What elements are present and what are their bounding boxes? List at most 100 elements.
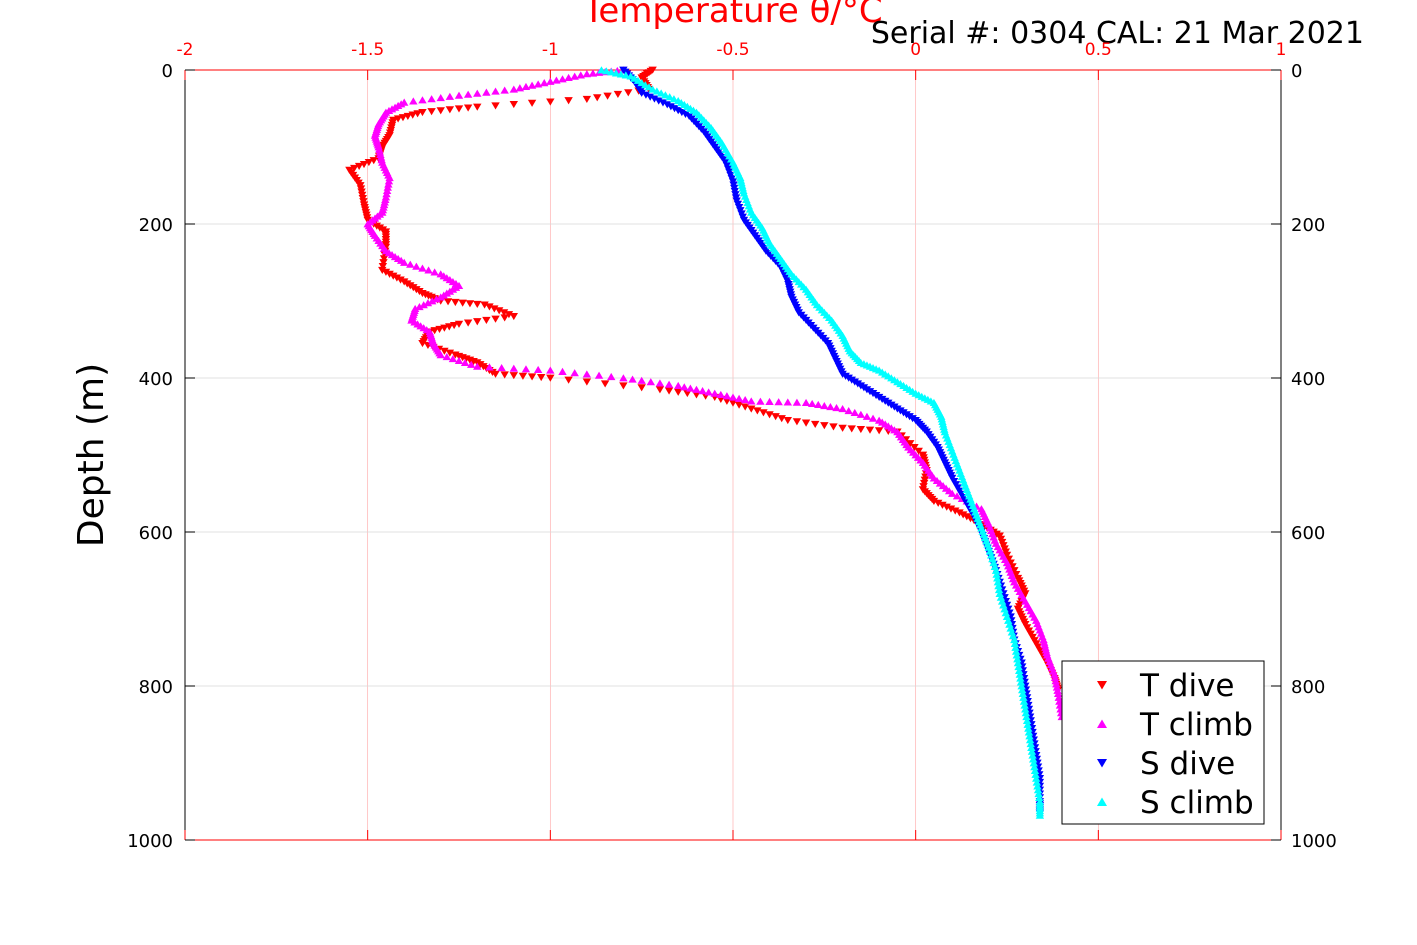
point-t-climb — [692, 385, 701, 393]
y-tick-label-left: 600 — [139, 523, 173, 544]
point-t-dive — [379, 255, 389, 263]
chart-title: Serial #: 0304 CAL: 21 Mar 2021 — [871, 16, 1364, 51]
point-t-climb — [680, 383, 689, 391]
point-t-climb — [552, 76, 561, 84]
y-tick-label-left: 1000 — [127, 831, 173, 852]
point-t-dive — [546, 374, 555, 382]
point-s-climb — [1012, 651, 1021, 659]
point-t-climb — [832, 403, 841, 412]
point-t-climb — [582, 370, 592, 378]
point-t-climb — [558, 75, 567, 83]
point-s-climb — [621, 71, 631, 79]
point-t-climb — [436, 351, 445, 359]
point-t-climb — [1050, 673, 1060, 682]
x-tick-label: 0.5 — [1085, 40, 1112, 60]
point-t-dive — [771, 413, 780, 421]
point-t-dive — [454, 105, 464, 113]
point-s-climb — [993, 578, 1003, 586]
point-t-dive — [509, 313, 518, 321]
point-t-dive — [938, 501, 947, 509]
point-s-climb — [1023, 720, 1032, 728]
point-t-climb — [418, 96, 427, 104]
point-t-dive — [664, 387, 674, 395]
point-t-dive — [564, 97, 573, 105]
point-s-climb — [1026, 739, 1035, 748]
point-t-climb — [728, 393, 738, 401]
point-t-dive — [504, 311, 514, 319]
point-t-dive — [683, 390, 692, 398]
point-t-climb — [576, 71, 585, 79]
point-s-climb — [607, 68, 616, 76]
point-t-climb — [783, 398, 792, 406]
point-t-dive — [811, 420, 820, 428]
point-t-climb — [1052, 683, 1062, 691]
point-s-climb — [1030, 763, 1039, 771]
point-t-climb — [463, 90, 473, 98]
point-t-dive — [500, 371, 509, 379]
point-t-dive — [722, 397, 732, 405]
x-axis-title: Temperature θ/°C — [582, 0, 882, 31]
point-t-climb — [521, 365, 531, 373]
point-t-climb — [722, 392, 732, 400]
point-t-climb — [436, 93, 445, 102]
data-points — [345, 66, 1066, 819]
point-t-dive — [962, 513, 972, 521]
point-t-climb — [400, 258, 409, 266]
point-t-climb — [646, 378, 655, 386]
point-t-dive — [378, 266, 387, 274]
point-t-climb — [406, 260, 415, 268]
point-s-climb — [602, 67, 611, 75]
point-t-climb — [1050, 670, 1059, 678]
point-t-dive — [396, 276, 405, 284]
point-s-climb — [656, 89, 666, 97]
point-t-climb — [588, 69, 598, 77]
point-s-dive — [674, 107, 683, 115]
point-t-climb — [698, 387, 707, 395]
point-s-climb — [1035, 793, 1044, 802]
point-t-dive — [1006, 559, 1015, 567]
point-t-climb — [546, 366, 555, 374]
point-s-climb — [1034, 790, 1043, 798]
point-s-climb — [1017, 682, 1026, 690]
point-t-climb — [862, 412, 872, 420]
point-t-climb — [445, 92, 455, 100]
point-t-climb — [442, 353, 452, 361]
point-t-climb — [826, 402, 835, 411]
point-s-climb — [669, 95, 679, 103]
point-t-dive — [734, 401, 744, 409]
y-tick-label-left: 800 — [139, 677, 173, 698]
point-t-climb — [385, 174, 394, 182]
point-t-climb — [807, 399, 817, 408]
point-s-climb — [1031, 770, 1040, 778]
point-t-dive — [445, 349, 455, 357]
point-t-climb — [570, 369, 579, 377]
point-t-dive — [951, 507, 960, 515]
point-t-dive — [490, 305, 499, 313]
point-t-climb — [473, 89, 482, 97]
point-t-dive — [527, 99, 537, 107]
point-s-climb — [1015, 670, 1024, 678]
point-s-climb — [1019, 693, 1028, 701]
point-s-climb — [1024, 724, 1033, 732]
x-tick-label: 0 — [910, 40, 921, 60]
point-s-climb — [1032, 774, 1041, 782]
point-t-dive — [485, 303, 494, 311]
point-t-dive — [350, 164, 359, 172]
point-t-dive — [728, 399, 738, 407]
point-t-dive — [381, 268, 391, 276]
point-s-dive — [637, 89, 646, 97]
point-t-climb — [482, 88, 491, 96]
point-t-climb — [540, 79, 549, 87]
point-s-climb — [1018, 689, 1028, 698]
legend-marker-s-dive — [1097, 759, 1107, 768]
point-t-climb — [500, 86, 509, 94]
point-t-climb — [427, 95, 436, 103]
point-s-climb — [994, 585, 1004, 594]
point-t-climb — [716, 390, 726, 399]
point-t-climb — [844, 406, 853, 415]
point-t-climb — [485, 363, 494, 371]
legend-label-t-climb: T climb — [1139, 707, 1253, 743]
point-t-climb — [856, 410, 866, 418]
